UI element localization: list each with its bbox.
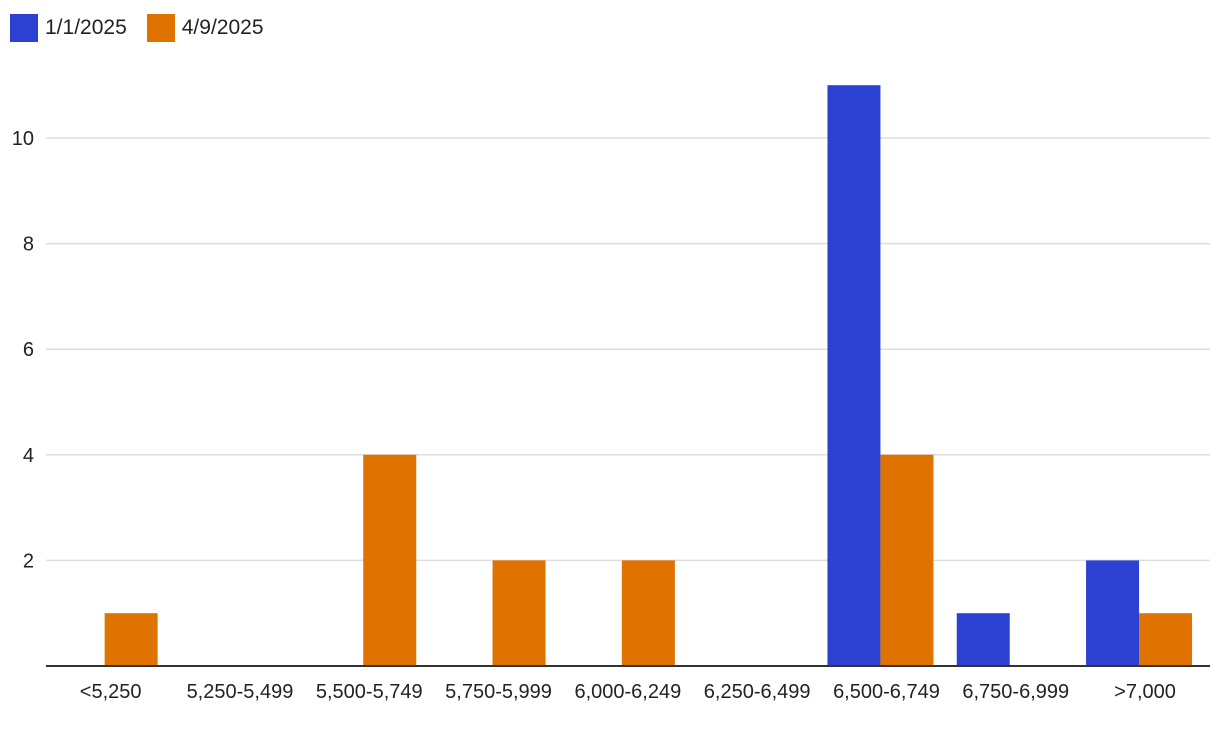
- legend-item-series-2[interactable]: 4/9/2025: [146, 14, 264, 42]
- bar-series-2-0[interactable]: [104, 613, 158, 666]
- legend-label-series-2: 4/9/2025: [181, 16, 264, 39]
- bar-series-2-6[interactable]: [880, 454, 934, 666]
- bar-series-2-3[interactable]: [492, 560, 546, 666]
- x-tick-label-4: 6,000-6,249: [574, 681, 681, 703]
- legend: 1/1/2025 4/9/2025: [10, 14, 284, 42]
- y-tick-label-10: 10: [12, 128, 34, 150]
- x-tick-label-2: 5,500-5,749: [316, 681, 423, 703]
- y-tick-label-6: 6: [23, 339, 34, 361]
- legend-swatch-series-1: [10, 14, 38, 42]
- bar-series-2-4[interactable]: [621, 560, 675, 666]
- x-tick-label-0: <5,250: [80, 681, 142, 703]
- x-tick-label-8: >7,000: [1114, 681, 1176, 703]
- y-tick-label-8: 8: [23, 234, 34, 256]
- bar-series-2-8[interactable]: [1139, 613, 1193, 666]
- bar-series-1-7[interactable]: [956, 613, 1010, 666]
- bar-series-1-8[interactable]: [1086, 560, 1140, 666]
- x-tick-label-3: 5,750-5,999: [445, 681, 552, 703]
- legend-item-series-1[interactable]: 1/1/2025: [10, 14, 127, 42]
- legend-label-series-1: 1/1/2025: [45, 16, 127, 39]
- x-tick-label-6: 6,500-6,749: [833, 681, 940, 703]
- bar-series-2-2[interactable]: [363, 454, 417, 666]
- bar-series-1-6[interactable]: [827, 85, 881, 666]
- y-tick-label-2: 2: [23, 550, 34, 572]
- legend-swatch-series-2: [146, 14, 175, 42]
- x-tick-label-1: 5,250-5,499: [187, 681, 294, 703]
- x-tick-label-7: 6,750-6,999: [962, 681, 1069, 703]
- y-tick-label-4: 4: [23, 445, 34, 467]
- x-tick-label-5: 6,250-6,499: [704, 681, 811, 703]
